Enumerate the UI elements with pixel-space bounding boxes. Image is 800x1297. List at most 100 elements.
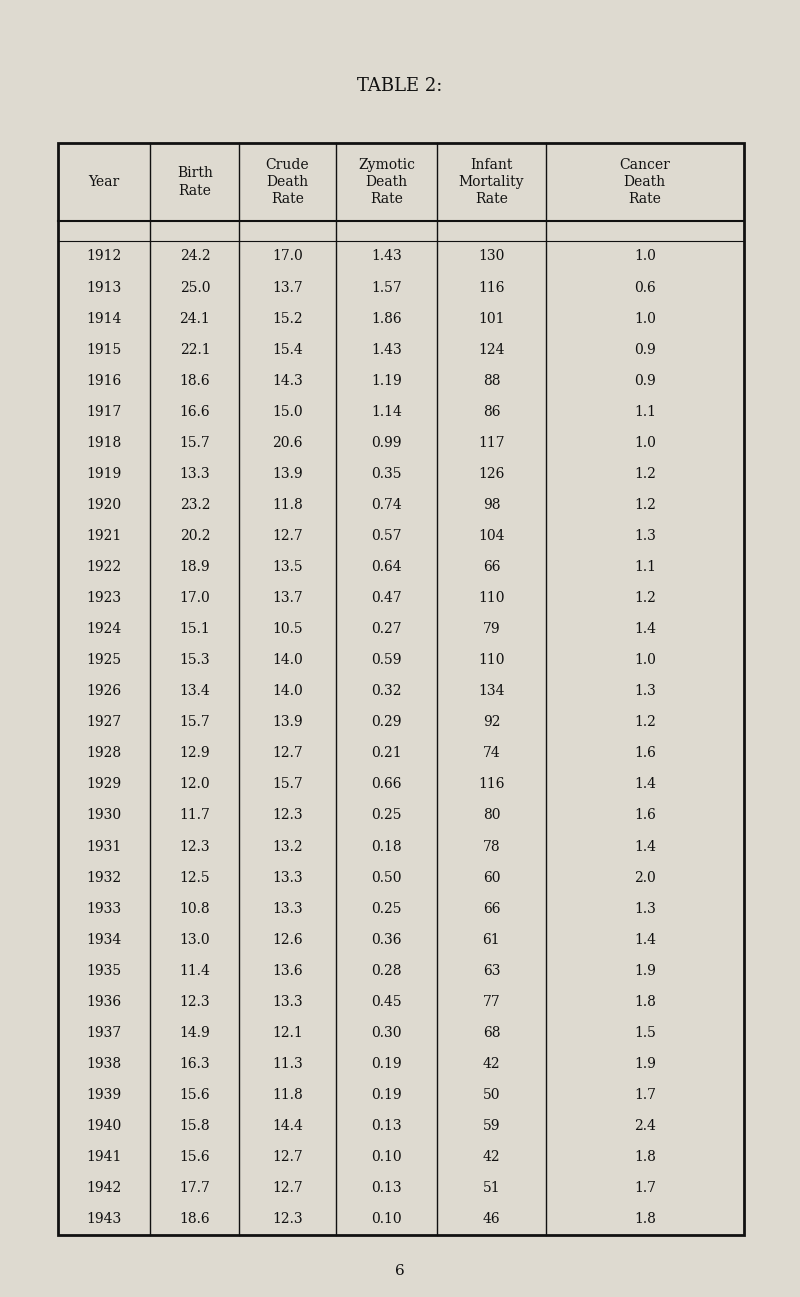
Text: 12.3: 12.3 [179,839,210,853]
Text: 86: 86 [482,405,500,419]
Text: Birth
Rate: Birth Rate [177,166,213,197]
Text: 77: 77 [482,995,500,1009]
Text: 15.3: 15.3 [179,654,210,667]
Text: 1.6: 1.6 [634,808,656,822]
Text: 1918: 1918 [86,436,122,450]
Text: 18.9: 18.9 [179,560,210,575]
Text: 0.29: 0.29 [371,716,402,729]
Text: 1.3: 1.3 [634,901,656,916]
Text: 0.74: 0.74 [371,498,402,512]
Text: 88: 88 [482,374,500,388]
Text: 15.0: 15.0 [272,405,303,419]
Text: 130: 130 [478,249,505,263]
Text: 0.6: 0.6 [634,280,656,294]
Text: 1922: 1922 [86,560,122,575]
Text: 13.0: 13.0 [179,933,210,947]
Text: 117: 117 [478,436,505,450]
Text: 10.8: 10.8 [179,901,210,916]
Text: 61: 61 [482,933,500,947]
Text: 1933: 1933 [86,901,122,916]
Text: 14.3: 14.3 [272,374,303,388]
Text: 15.8: 15.8 [179,1119,210,1134]
Text: 101: 101 [478,311,505,326]
Text: 14.0: 14.0 [272,685,303,698]
Text: 1.43: 1.43 [371,249,402,263]
Text: 1.43: 1.43 [371,342,402,357]
Text: 24.1: 24.1 [179,311,210,326]
Text: 0.59: 0.59 [371,654,402,667]
Text: 12.7: 12.7 [272,1150,303,1165]
Text: 98: 98 [482,498,500,512]
Text: 1916: 1916 [86,374,122,388]
Text: 12.3: 12.3 [272,1213,303,1226]
Text: 0.18: 0.18 [371,839,402,853]
Text: 1.8: 1.8 [634,1150,656,1165]
Text: 1927: 1927 [86,716,122,729]
Text: 11.7: 11.7 [179,808,210,822]
Text: 0.66: 0.66 [371,777,402,791]
Text: 0.47: 0.47 [371,591,402,606]
Text: 15.4: 15.4 [272,342,303,357]
Text: 1941: 1941 [86,1150,122,1165]
Text: 1.4: 1.4 [634,623,656,636]
Text: 15.1: 15.1 [179,623,210,636]
Text: 15.6: 15.6 [179,1088,210,1102]
Text: 50: 50 [482,1088,500,1102]
Text: 1917: 1917 [86,405,122,419]
Text: 13.9: 13.9 [272,467,303,481]
Text: Cancer
Death
Rate: Cancer Death Rate [619,158,670,206]
Text: 1919: 1919 [86,467,122,481]
Text: 0.9: 0.9 [634,342,656,357]
Text: 1.0: 1.0 [634,311,656,326]
Text: 1.14: 1.14 [371,405,402,419]
Text: 1939: 1939 [86,1088,122,1102]
Text: 1914: 1914 [86,311,122,326]
Text: 60: 60 [482,870,500,885]
Text: 0.13: 0.13 [371,1182,402,1195]
Text: 0.19: 0.19 [371,1088,402,1102]
Text: 1.19: 1.19 [371,374,402,388]
Text: 12.6: 12.6 [272,933,303,947]
Text: 0.21: 0.21 [371,746,402,760]
Text: 1930: 1930 [86,808,122,822]
Text: 1.57: 1.57 [371,280,402,294]
Text: 68: 68 [482,1026,500,1040]
Text: 1.2: 1.2 [634,716,656,729]
Text: 1925: 1925 [86,654,122,667]
Text: 15.6: 15.6 [179,1150,210,1165]
Text: 13.7: 13.7 [272,280,303,294]
Text: 1942: 1942 [86,1182,122,1195]
Text: 17.0: 17.0 [179,591,210,606]
Text: 0.35: 0.35 [371,467,402,481]
Text: 78: 78 [482,839,500,853]
Text: 13.9: 13.9 [272,716,303,729]
Text: 92: 92 [482,716,500,729]
Text: 18.6: 18.6 [179,374,210,388]
Text: 17.0: 17.0 [272,249,303,263]
Text: 1.4: 1.4 [634,839,656,853]
Text: 12.5: 12.5 [179,870,210,885]
Text: 0.9: 0.9 [634,374,656,388]
Text: 116: 116 [478,280,505,294]
Text: 0.50: 0.50 [371,870,402,885]
Text: Year: Year [88,175,119,189]
Text: 1.3: 1.3 [634,529,656,543]
Text: 2.0: 2.0 [634,870,656,885]
Text: 110: 110 [478,591,505,606]
Text: 14.0: 14.0 [272,654,303,667]
Text: 0.45: 0.45 [371,995,402,1009]
Text: 11.8: 11.8 [272,1088,303,1102]
Text: 1940: 1940 [86,1119,122,1134]
Text: 12.3: 12.3 [179,995,210,1009]
Text: 16.6: 16.6 [179,405,210,419]
Text: 14.9: 14.9 [179,1026,210,1040]
Text: 42: 42 [482,1150,500,1165]
Text: 17.7: 17.7 [179,1182,210,1195]
Text: 12.3: 12.3 [272,808,303,822]
Text: 1.4: 1.4 [634,777,656,791]
Text: 1928: 1928 [86,746,122,760]
Text: 1915: 1915 [86,342,122,357]
Text: 1.5: 1.5 [634,1026,656,1040]
Text: 13.3: 13.3 [272,901,303,916]
Text: 0.10: 0.10 [371,1213,402,1226]
